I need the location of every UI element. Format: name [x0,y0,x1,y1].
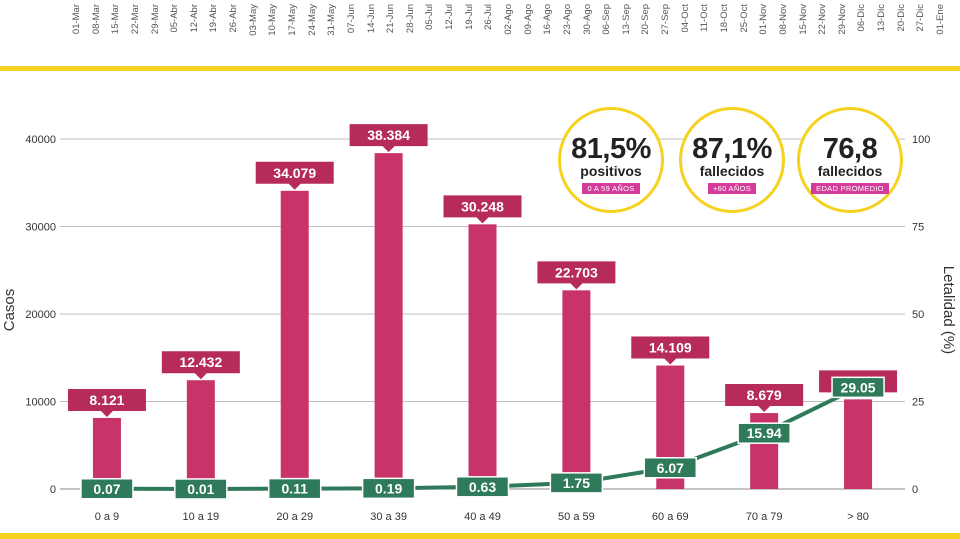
stat-edad-circle: 76,8 fallecidos EDAD PROMEDIO [797,107,903,213]
line-data-label: 15.94 [747,425,782,441]
bar-data-label: 8.121 [89,392,124,408]
bar-data-label: 8.679 [747,387,782,403]
stat-badge: EDAD PROMEDIO [811,183,889,194]
bar-label-box [161,351,240,380]
y2-tick-label: 50 [912,309,924,321]
bar [186,380,215,489]
x-tick-label: 0 a 9 [95,511,119,523]
x-tick-label: 40 a 49 [464,511,501,523]
bar-data-label: 30.248 [461,198,504,214]
stat-fallecidos-circle: 87,1% fallecidos +60 AÑOS [679,107,785,213]
line-data-label: 0.07 [93,481,120,497]
x-tick-label: 50 a 59 [558,511,595,523]
stat-badge: +60 AÑOS [707,183,757,194]
line-point-box [174,478,228,500]
bar-data-label: 22.703 [555,264,598,280]
line-data-label: 0.19 [375,480,402,496]
x-tick-label: 60 a 69 [652,511,689,523]
y-tick-label: 30000 [25,222,56,234]
bar-data-label: 34.079 [273,165,316,181]
stat-label: fallecidos [699,163,765,179]
y2-axis-label: Letalidad (%) [940,266,957,354]
line-data-label: 0.63 [469,479,496,495]
bar-label-box [67,388,146,417]
bar-label-box [725,384,804,413]
x-tick-label: 20 a 29 [276,511,313,523]
bar-data-label: 38.384 [367,127,410,143]
line-point-box [267,477,322,500]
y2-tick-label: 75 [912,222,924,234]
bar-label-box [631,336,710,365]
line-point-box [831,376,885,399]
y-tick-label: 20000 [25,309,56,321]
bar-label-box [443,195,522,224]
bar [562,290,591,489]
line-point-box [737,422,791,444]
y-axis-label: Casos [1,289,18,332]
x-tick-label: 10 a 19 [182,511,219,523]
x-tick-label: > 80 [847,511,869,523]
bar [92,417,121,489]
line-data-label: 29.05 [841,379,876,395]
stat-value: 76,8 [822,133,878,165]
bar-label-box [537,261,616,290]
bar [374,153,403,489]
y2-tick-label: 100 [912,134,930,146]
bottom-accent-bar [0,533,960,539]
stat-badge: 0 A 59 AÑOS [582,183,640,194]
stat-positivos-circle: 81,5% positivos 0 A 59 AÑOS [558,107,664,213]
y-tick-label: 40000 [25,134,56,146]
top-accent-bar [0,66,960,71]
bar-label-box [349,124,428,153]
y-tick-label: 10000 [25,397,56,409]
line-point-box [80,478,134,500]
line-data-label: 1.75 [563,475,590,491]
stat-label: fallecidos [817,163,883,179]
y-tick-label: 0 [50,484,56,496]
line-point-box [643,457,698,479]
x-tick-label: 30 a 39 [370,511,407,523]
stat-value: 87,1% [692,133,772,165]
stat-value: 81,5% [571,133,651,165]
line-point-box [455,476,510,498]
bar-data-label: 14.109 [649,340,692,356]
bar [468,224,497,489]
bar-data-label: 12.432 [179,354,222,370]
line-data-label: 0.11 [281,481,308,497]
bar-label-box [255,161,334,190]
bar [280,190,309,489]
line-data-label: 6.07 [657,460,684,476]
line-point-box [549,472,604,494]
bar [844,399,873,489]
x-tick-label: 70 a 79 [746,511,783,523]
y2-tick-label: 0 [912,484,918,496]
y2-tick-label: 25 [912,397,924,409]
line-data-label: 0.01 [187,481,214,497]
line-point-box [361,477,416,500]
stat-label: positivos [580,163,642,179]
